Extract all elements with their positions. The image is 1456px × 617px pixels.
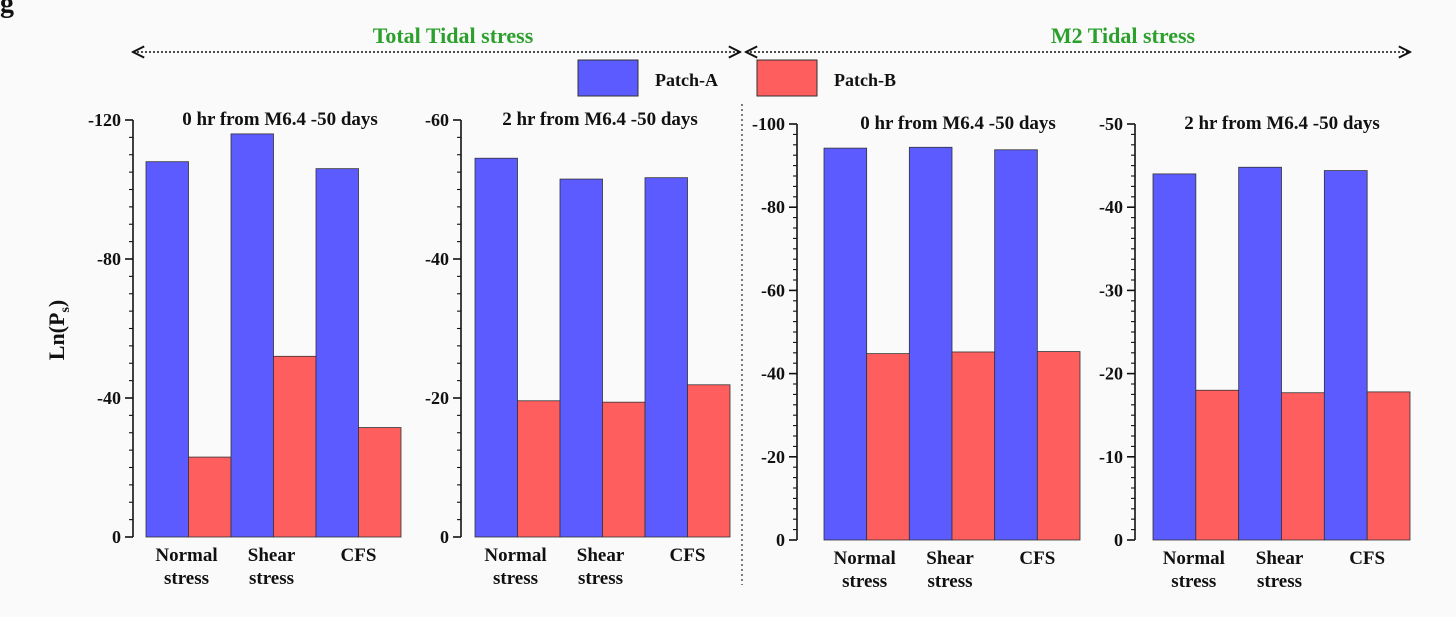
bar-patch-b xyxy=(1366,391,1411,541)
panel-title: 0 hr from M6.4 -50 days xyxy=(182,109,378,130)
y-tick-label: -60 xyxy=(425,110,449,130)
category-label: Normal xyxy=(155,545,217,566)
legend-label-patch-b: Patch-B xyxy=(834,70,896,90)
bar-patch-b xyxy=(602,401,646,538)
category-label: CFS xyxy=(1349,548,1385,569)
category-label: Shear xyxy=(248,545,296,566)
bar-patch-a xyxy=(1152,173,1197,541)
y-tick-label: 0 xyxy=(1114,530,1123,550)
category-label-line2: stress xyxy=(578,568,623,589)
category-label-line2: stress xyxy=(249,568,294,589)
y-tick-label: 0 xyxy=(776,530,785,550)
category-label: Shear xyxy=(1256,548,1304,569)
section-title-m2: M2 Tidal stress xyxy=(1051,23,1196,48)
y-axis-label: Ln(Ps) xyxy=(44,300,73,360)
y-tick-label: -40 xyxy=(761,364,785,384)
y-tick-label: -40 xyxy=(425,249,449,269)
y-tick-label: -120 xyxy=(88,110,121,130)
bar-patch-b xyxy=(517,400,561,538)
bar-patch-b xyxy=(273,355,317,538)
bar-patch-b xyxy=(358,427,402,538)
panel-3: 0 hr from M6.4 -50 days 0 -20 -40 -60 -80 -100… xyxy=(752,113,1081,592)
y-tick-label: -10 xyxy=(1099,447,1123,467)
corner-mark: g xyxy=(0,0,14,19)
y-tick-label: -60 xyxy=(761,280,785,300)
bar-patch-b xyxy=(951,351,996,541)
bar-patch-a xyxy=(823,147,868,541)
category-label-line2: stress xyxy=(842,571,887,592)
legend-label-patch-a: Patch-A xyxy=(655,70,718,90)
category-label: Shear xyxy=(577,545,625,566)
legend-swatch-patch-b xyxy=(756,59,818,97)
category-label: Shear xyxy=(926,548,974,569)
y-tick-label: 0 xyxy=(440,527,449,547)
y-tick-label: -40 xyxy=(97,388,121,408)
y-tick-label: -20 xyxy=(761,447,785,467)
y-tick-label: -40 xyxy=(1099,197,1123,217)
panel-title: 2 hr from M6.4 -50 days xyxy=(1184,113,1380,134)
panel-title: 2 hr from M6.4 -50 days xyxy=(502,109,698,130)
category-label-line2: stress xyxy=(927,571,972,592)
category-label-line2: stress xyxy=(164,568,209,589)
category-label: CFS xyxy=(670,545,706,566)
bar-patch-a xyxy=(908,146,953,541)
y-tick-label: -80 xyxy=(761,197,785,217)
bar-patch-a xyxy=(315,168,359,538)
category-label-line2: stress xyxy=(493,568,538,589)
bar-patch-a xyxy=(1238,166,1282,541)
bar-patch-a xyxy=(1323,170,1368,541)
bar-patch-a xyxy=(145,161,189,538)
bar-patch-b xyxy=(1281,392,1325,541)
panel-2: 2 hr from M6.4 -50 days0-20-40-60Normals… xyxy=(425,109,731,589)
bar-patch-a xyxy=(644,177,688,538)
category-label: CFS xyxy=(341,545,377,566)
bar-patch-a xyxy=(559,178,603,538)
y-tick-label: -20 xyxy=(425,388,449,408)
section-title-total: Total Tidal stress xyxy=(373,23,534,48)
bar-patch-b xyxy=(1036,351,1081,541)
category-label: Normal xyxy=(834,548,896,569)
bar-patch-b xyxy=(687,384,731,538)
y-tick-label: -80 xyxy=(97,249,121,269)
panel-title: 0 hr from M6.4 -50 days xyxy=(860,113,1056,134)
category-label: Normal xyxy=(1163,548,1225,569)
bar-patch-a xyxy=(994,149,1038,541)
category-label: Normal xyxy=(484,545,546,566)
bar-patch-a xyxy=(230,133,274,538)
category-label-line2: stress xyxy=(1257,571,1302,592)
legend-swatch-patch-a xyxy=(577,59,639,97)
bar-patch-b xyxy=(1195,389,1240,541)
bar-patch-b xyxy=(188,456,232,538)
bar-patch-b xyxy=(866,353,910,541)
y-tick-label: -20 xyxy=(1099,364,1123,384)
panel-4: 2 hr from M6.4 -50 days 0 -10 -20 -30 -40 -50 N… xyxy=(1099,113,1411,592)
y-tick-label: 0 xyxy=(112,527,121,547)
bar-patch-a xyxy=(474,157,518,538)
category-label: CFS xyxy=(1019,548,1055,569)
category-label-line2: stress xyxy=(1171,571,1216,592)
panel-1: 0 hr from M6.4 -50 days 0 -40 -80 -120 Normal… xyxy=(88,109,402,589)
y-tick-label: -30 xyxy=(1099,280,1123,300)
y-tick-label: -100 xyxy=(752,114,785,134)
y-tick-label: -50 xyxy=(1099,114,1123,134)
